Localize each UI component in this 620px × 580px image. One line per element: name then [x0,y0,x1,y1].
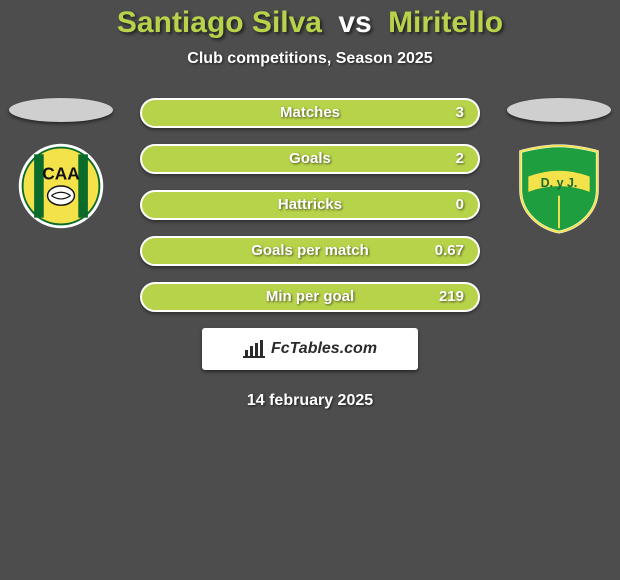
subtitle: Club competitions, Season 2025 [0,50,620,68]
player2-club-badge: D. y J. [511,142,607,230]
stat-value-player2: 0.67 [435,238,464,264]
stat-row: Hattricks 0 [140,190,480,220]
brand-attribution: FcTables.com [202,328,418,370]
stat-label: Matches [142,100,478,126]
brand-text: FcTables.com [271,340,377,358]
player2-avatar-placeholder [507,98,611,122]
player1-column: CAA [6,98,116,230]
svg-text:CAA: CAA [42,163,80,183]
stat-label: Goals per match [142,238,478,264]
stat-label: Min per goal [142,284,478,310]
stat-label: Goals [142,146,478,172]
player1-avatar-placeholder [9,98,113,122]
svg-text:D. y J.: D. y J. [541,176,578,190]
stat-row: Min per goal 219 [140,282,480,312]
stat-value-player2: 2 [456,146,464,172]
player2-column: D. y J. [504,98,614,230]
stats-table: Matches 3 Goals 2 Hattricks 0 Goals per … [140,98,480,312]
stat-value-player2: 3 [456,100,464,126]
player2-name: Miritello [388,6,503,39]
player1-club-badge: CAA [13,142,109,230]
player1-name: Santiago Silva [117,6,322,39]
stat-label: Hattricks [142,192,478,218]
bar-chart-icon [243,340,265,358]
stat-row: Goals 2 [140,144,480,174]
stat-row: Goals per match 0.67 [140,236,480,266]
content-area: CAA D. y J. Matches 3 Goals 2 [0,98,620,410]
date-text: 14 february 2025 [0,392,620,410]
stat-value-player2: 0 [456,192,464,218]
stat-value-player2: 219 [439,284,464,310]
comparison-title: Santiago Silva vs Miritello [0,0,620,40]
vs-text: vs [338,6,371,39]
stat-row: Matches 3 [140,98,480,128]
